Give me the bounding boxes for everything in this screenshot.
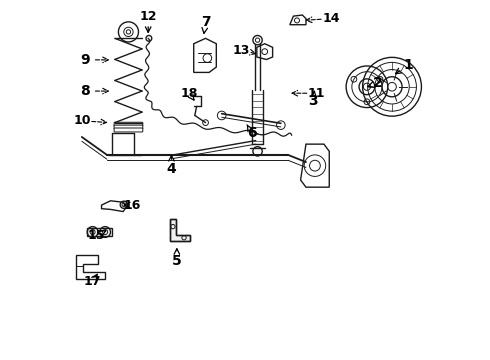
FancyBboxPatch shape (114, 128, 143, 132)
Text: 17: 17 (84, 275, 101, 288)
Text: 16: 16 (123, 199, 141, 212)
Text: 13: 13 (233, 44, 250, 57)
Text: 10: 10 (73, 114, 91, 127)
Text: 2: 2 (373, 76, 383, 90)
Text: 11: 11 (308, 87, 325, 100)
Text: 12: 12 (140, 10, 157, 23)
Text: 15: 15 (87, 229, 105, 242)
Text: 7: 7 (201, 15, 210, 29)
Text: 3: 3 (308, 94, 318, 108)
Polygon shape (87, 228, 112, 236)
FancyBboxPatch shape (114, 122, 143, 126)
FancyBboxPatch shape (114, 125, 143, 129)
Text: 8: 8 (80, 84, 90, 98)
Text: 9: 9 (81, 53, 90, 67)
Text: 18: 18 (181, 87, 198, 100)
Text: 4: 4 (167, 162, 176, 176)
Text: 5: 5 (172, 254, 182, 268)
Text: 1: 1 (403, 58, 413, 72)
Polygon shape (170, 220, 191, 241)
Text: 14: 14 (322, 12, 340, 25)
Text: 6: 6 (247, 126, 257, 140)
